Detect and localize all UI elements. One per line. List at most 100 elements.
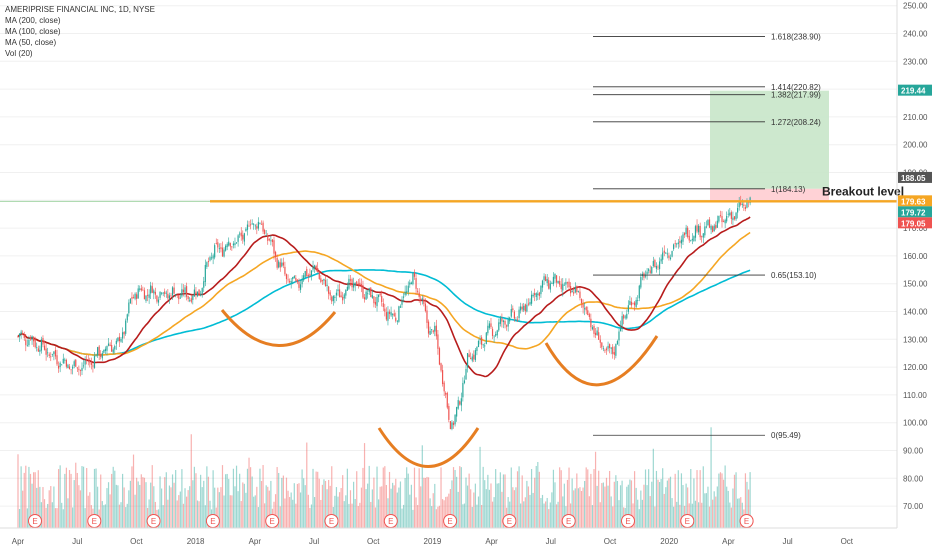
volume-bar <box>125 507 127 528</box>
volume-bar <box>34 472 36 528</box>
candle-body <box>72 366 74 369</box>
candle-body <box>214 245 216 258</box>
volume-bar <box>566 479 569 528</box>
volume-bar <box>448 493 450 528</box>
candle-body <box>362 285 364 298</box>
candle-body <box>658 261 661 270</box>
candle-body <box>679 241 681 243</box>
candle-body <box>143 290 146 300</box>
volume-bar <box>738 498 740 528</box>
x-tick-label: Jul <box>546 537 556 546</box>
volume-bar <box>43 499 46 528</box>
volume-bar <box>687 487 689 528</box>
volume-bar <box>538 471 540 528</box>
candle-body <box>512 308 514 311</box>
grid <box>0 5 897 507</box>
candle-body <box>571 290 573 293</box>
candle-body <box>193 289 195 297</box>
volume-bar <box>374 507 377 528</box>
candle-body <box>663 250 665 253</box>
candle-body <box>121 332 124 339</box>
volume-bar <box>518 466 520 528</box>
volume-bar <box>420 486 422 528</box>
candle-body <box>270 240 272 242</box>
candle-body <box>718 215 720 222</box>
volume-bar <box>535 465 537 528</box>
volume-bar <box>33 472 35 528</box>
volume-bar <box>192 480 194 528</box>
candle-body <box>726 215 728 222</box>
candle-body <box>534 293 536 296</box>
candle-body <box>398 306 400 322</box>
volume-bar <box>431 506 433 528</box>
candle-body <box>181 289 183 297</box>
candle-body <box>296 279 299 283</box>
volume-bars <box>17 427 751 528</box>
volume-bar <box>200 474 202 528</box>
fib-label: 1.414(220.82) <box>771 83 821 92</box>
volume-bar <box>496 483 498 528</box>
candle-body <box>75 359 77 367</box>
price-tag-label: 179.05 <box>901 219 926 228</box>
volume-bar <box>207 476 210 528</box>
volume-bar <box>75 462 77 528</box>
volume-bar <box>123 487 125 528</box>
candle-body <box>740 201 742 205</box>
earnings-letter: E <box>507 517 512 526</box>
volume-bar <box>220 487 222 528</box>
volume-bar <box>240 501 242 528</box>
candle-body <box>357 283 359 285</box>
volume-bar <box>404 478 406 528</box>
volume-bar <box>484 480 486 528</box>
candle-body <box>746 202 748 208</box>
volume-bar <box>354 498 356 528</box>
volume-bar <box>45 507 47 528</box>
volume-bar <box>40 502 43 528</box>
volume-bar <box>618 500 620 528</box>
volume-bar <box>415 497 417 528</box>
candle-body <box>59 362 61 368</box>
volume-bar <box>746 481 748 528</box>
candle-body <box>326 284 328 287</box>
volume-bar <box>619 485 622 528</box>
volume-bar <box>251 476 253 528</box>
candle-body <box>264 230 266 234</box>
volume-bar <box>349 490 352 528</box>
candle-body <box>555 275 558 283</box>
candle-body <box>48 354 50 356</box>
volume-bar <box>666 480 668 528</box>
candle-body <box>317 268 319 273</box>
candle-body <box>626 313 628 319</box>
volume-bar <box>301 469 303 528</box>
candle-body <box>117 337 119 342</box>
volume-bar <box>293 483 295 528</box>
candle-body <box>543 276 545 281</box>
candle-body <box>532 294 534 297</box>
volume-bar <box>640 490 642 528</box>
volume-bar <box>438 505 441 528</box>
volume-bar <box>515 487 517 528</box>
candle-body <box>381 296 383 303</box>
candle-body <box>278 261 280 268</box>
volume-bar <box>582 487 584 528</box>
candle-body <box>310 270 313 276</box>
volume-bar <box>722 479 725 528</box>
candle-body <box>435 325 437 337</box>
x-tick-label: Jul <box>782 537 792 546</box>
candle-body <box>217 242 219 248</box>
volume-bar <box>527 486 530 528</box>
volume-bar <box>605 477 608 528</box>
candle-body <box>51 353 53 355</box>
candle-body <box>175 294 177 295</box>
candle-body <box>632 303 634 305</box>
candle-body <box>701 236 703 238</box>
x-tick-label: 2019 <box>424 537 442 546</box>
candle-body <box>43 345 46 350</box>
volume-bar <box>25 465 27 528</box>
candle-body <box>201 287 203 295</box>
price-tag <box>898 171 932 183</box>
candle-body <box>320 278 322 283</box>
candle-body <box>78 368 80 370</box>
volume-bar <box>607 485 609 528</box>
